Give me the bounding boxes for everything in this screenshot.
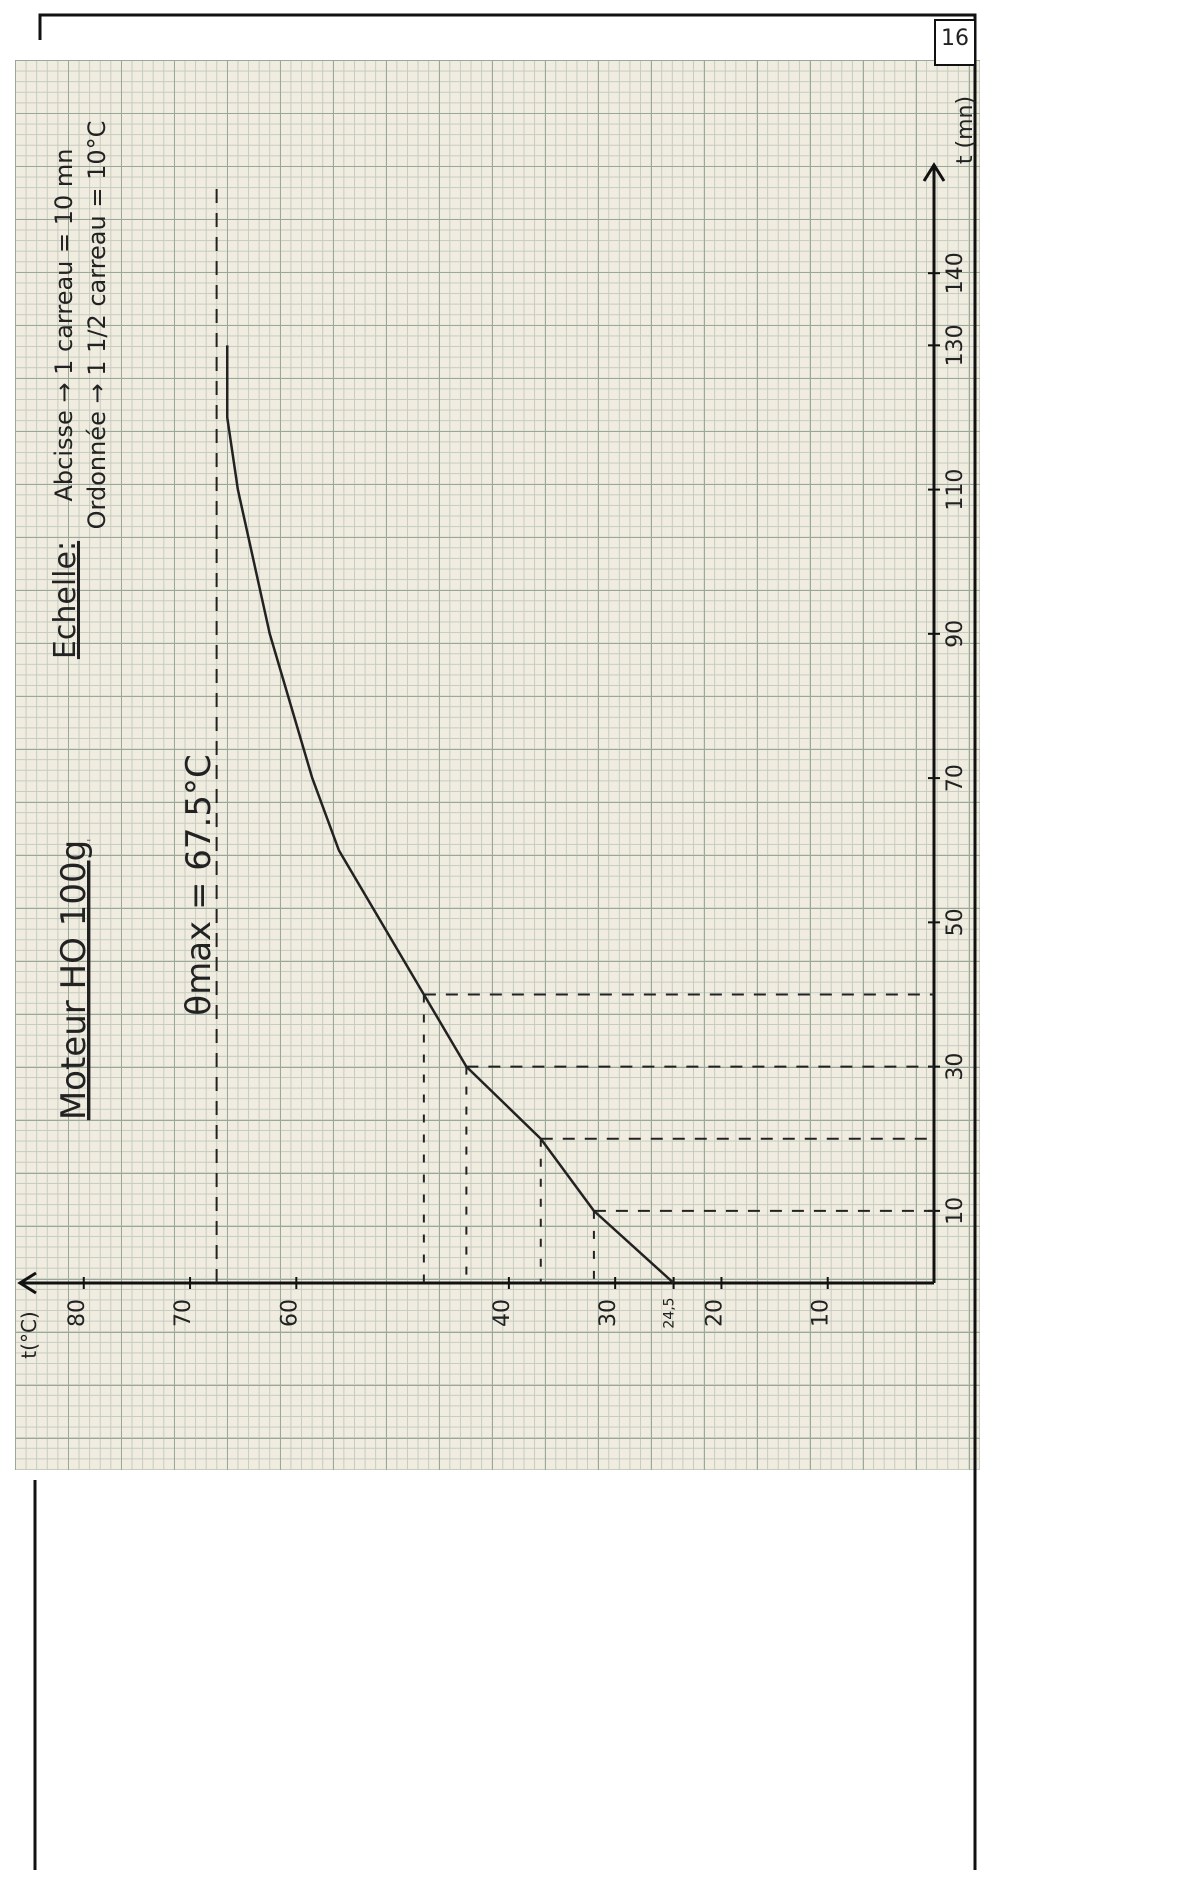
- scale-note: Abcisse → 1 carreau = 10 mn: [50, 148, 78, 501]
- data-line: [225, 345, 675, 1284]
- y-axis-arrow: [17, 1271, 37, 1295]
- y-tick-label: 24,5: [662, 1297, 678, 1328]
- graph-paper: [15, 60, 980, 1470]
- y-tick-label: 40: [490, 1299, 515, 1327]
- frame: [38, 13, 977, 1870]
- x-tick-label: 50: [943, 908, 968, 936]
- x-axis-arrow: [922, 162, 946, 182]
- page-number: 16: [941, 26, 969, 51]
- y-tick-label: 30: [596, 1299, 621, 1327]
- x-tick-label: 90: [943, 620, 968, 648]
- page-box: [934, 19, 976, 66]
- x-axis-label: t (mn): [953, 96, 978, 164]
- scale-note: Ordonnée → 1 1/2 carreau = 10°C: [83, 121, 111, 530]
- y-tick-label: 60: [277, 1299, 302, 1327]
- x-tick-label: 130: [943, 324, 968, 366]
- y-tick-label: 70: [171, 1299, 196, 1327]
- x-tick-label: 10: [943, 1197, 968, 1225]
- x-tick-label: 140: [943, 252, 968, 294]
- y-tick-label: 10: [809, 1299, 834, 1327]
- annotation: θmax = 67.5°C: [179, 754, 219, 1015]
- y-tick-label: 20: [702, 1299, 727, 1327]
- x-tick-label: 110: [943, 469, 968, 511]
- y-axis-label: t(°C): [17, 1311, 41, 1358]
- chart-title: Moteur HO 100g: [54, 840, 94, 1120]
- x-tick-label: 30: [943, 1053, 968, 1081]
- x-tick-label: 70: [943, 764, 968, 792]
- y-tick-label: 80: [65, 1299, 90, 1327]
- scale-title: Echelle:: [48, 541, 83, 659]
